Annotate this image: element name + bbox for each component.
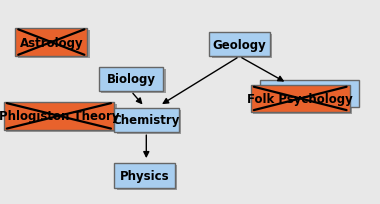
Text: Astrology: Astrology bbox=[19, 36, 83, 49]
FancyBboxPatch shape bbox=[253, 88, 352, 114]
Text: Chemistry: Chemistry bbox=[112, 114, 180, 127]
Text: Biology: Biology bbox=[107, 73, 155, 86]
FancyBboxPatch shape bbox=[101, 69, 166, 94]
Text: Physics: Physics bbox=[120, 169, 169, 182]
FancyBboxPatch shape bbox=[260, 81, 359, 107]
Text: Phlogiston Theory: Phlogiston Theory bbox=[0, 110, 119, 123]
FancyBboxPatch shape bbox=[117, 165, 177, 190]
FancyBboxPatch shape bbox=[18, 31, 90, 59]
FancyBboxPatch shape bbox=[99, 67, 163, 92]
Text: Folk Psychology: Folk Psychology bbox=[247, 92, 353, 105]
FancyBboxPatch shape bbox=[114, 108, 179, 133]
FancyBboxPatch shape bbox=[4, 102, 114, 131]
FancyBboxPatch shape bbox=[15, 29, 87, 57]
FancyBboxPatch shape bbox=[251, 86, 350, 112]
FancyBboxPatch shape bbox=[117, 110, 181, 135]
FancyBboxPatch shape bbox=[212, 35, 272, 59]
FancyBboxPatch shape bbox=[209, 33, 270, 57]
FancyBboxPatch shape bbox=[6, 104, 117, 133]
FancyBboxPatch shape bbox=[114, 163, 175, 188]
Text: Geology: Geology bbox=[212, 38, 266, 51]
